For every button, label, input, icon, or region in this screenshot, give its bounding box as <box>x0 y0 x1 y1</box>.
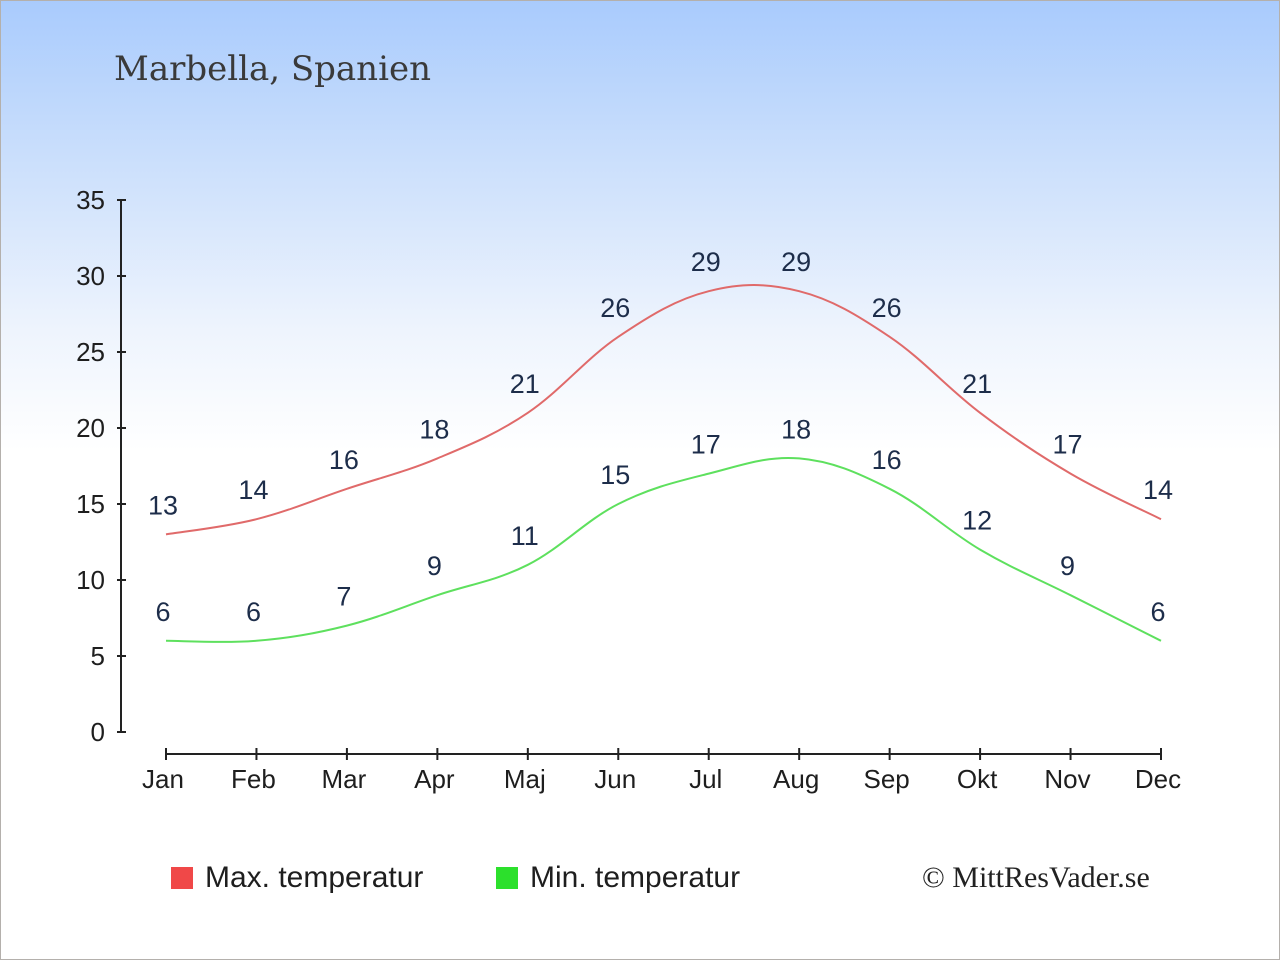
data-label-min: 15 <box>600 460 630 490</box>
credit-text: © MittResVader.se <box>922 861 1150 894</box>
y-tick-label: 25 <box>76 337 105 367</box>
series-line-max <box>165 284 1162 536</box>
x-tick-label: Nov <box>1044 764 1090 794</box>
data-label-min: 12 <box>962 506 992 536</box>
data-label-min: 11 <box>511 521 539 551</box>
data-label-max: 18 <box>419 414 449 444</box>
y-tick-label: 35 <box>76 185 105 215</box>
x-tick-label: Feb <box>231 764 276 794</box>
data-label-min: 6 <box>155 597 170 627</box>
data-label-max: 21 <box>510 369 540 399</box>
x-tick-label: Dec <box>1135 764 1181 794</box>
legend-label-max: Max. temperatur <box>205 861 424 894</box>
data-label-min: 18 <box>781 414 811 444</box>
data-label-min: 9 <box>1060 551 1075 581</box>
data-label-max: 26 <box>872 293 902 323</box>
y-tick-label: 0 <box>91 717 105 747</box>
x-tick-label: Mar <box>322 764 367 794</box>
y-tick-label: 5 <box>91 641 105 671</box>
x-tick-label: Apr <box>414 764 455 794</box>
x-tick-label: Jan <box>142 764 184 794</box>
legend-item-max: Max. temperatur <box>171 861 423 895</box>
data-label-max: 14 <box>238 475 268 505</box>
y-tick-label: 20 <box>76 413 105 443</box>
data-label-max: 29 <box>691 247 721 277</box>
series-line-min <box>165 456 1162 644</box>
x-tick-label: Maj <box>504 764 546 794</box>
y-tick-label: 10 <box>76 565 105 595</box>
data-label-max: 21 <box>962 369 992 399</box>
y-tick-label: 15 <box>76 489 105 519</box>
legend-item-min: Min. temperatur <box>496 861 740 895</box>
x-tick-label: Jul <box>689 764 722 794</box>
data-label-max: 16 <box>329 445 359 475</box>
data-label-max: 29 <box>781 247 811 277</box>
data-label-max: 26 <box>600 293 630 323</box>
legend-swatch-min <box>496 867 518 889</box>
data-label-min: 16 <box>872 445 902 475</box>
data-label-min: 7 <box>336 582 351 612</box>
data-label-min: 9 <box>427 551 442 581</box>
x-tick-label: Okt <box>957 764 998 794</box>
data-label-min: 17 <box>691 430 721 460</box>
legend-label-min: Min. temperatur <box>530 861 741 894</box>
x-tick-label: Sep <box>864 764 910 794</box>
data-label-max: 17 <box>1053 430 1083 460</box>
x-tick-label: Aug <box>773 764 819 794</box>
y-tick-label: 30 <box>76 261 105 291</box>
chart-title: Marbella, Spanien <box>114 49 431 89</box>
data-label-min: 6 <box>246 597 261 627</box>
legend-swatch-max <box>171 867 193 889</box>
data-label-min: 6 <box>1150 597 1165 627</box>
x-tick-label: Jun <box>594 764 636 794</box>
data-label-max: 14 <box>1143 475 1173 505</box>
data-label-max: 13 <box>148 490 178 520</box>
